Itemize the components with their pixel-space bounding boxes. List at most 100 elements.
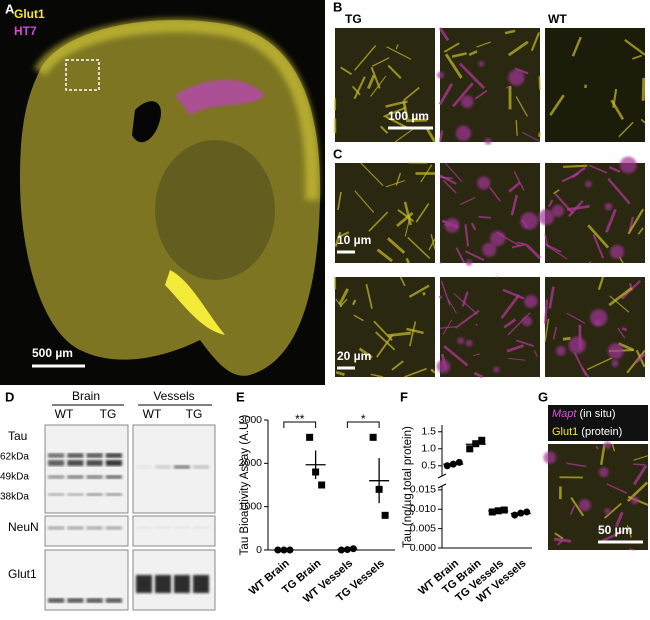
vessel (475, 323, 478, 327)
inset-box (65, 59, 100, 91)
vessel (422, 291, 426, 296)
cell (594, 319, 601, 326)
cell (543, 451, 557, 464)
panel-label: E (236, 389, 245, 404)
cell (493, 366, 500, 373)
vessel (370, 66, 381, 89)
vessel (553, 189, 560, 195)
data-point (318, 481, 326, 489)
y-tick-label: 0.5 (421, 460, 436, 472)
vessel (554, 532, 564, 540)
marker-label: 49kDa (0, 472, 29, 483)
data-point (349, 545, 357, 553)
vessel (474, 89, 488, 100)
vessel (508, 181, 521, 193)
vessel (618, 342, 634, 352)
vessel (597, 276, 605, 290)
y-tick-label: 1.5 (421, 426, 436, 438)
vessel (354, 45, 377, 71)
vessel (570, 496, 585, 517)
cell (490, 230, 506, 247)
data-point (466, 445, 474, 453)
vessel (453, 293, 478, 315)
vessel (510, 194, 519, 216)
vessel (544, 318, 550, 342)
vessel (581, 367, 590, 378)
panel-label: D (5, 389, 14, 404)
band (193, 526, 209, 529)
vessel (530, 32, 541, 52)
band (48, 598, 65, 603)
overlay: 100 µm 10 µm 20 µm 50 µm (337, 109, 643, 544)
vessel (358, 347, 373, 359)
band (48, 475, 65, 479)
y-tick-label: 1.0 (421, 443, 436, 455)
band (136, 465, 152, 469)
vessel (601, 529, 625, 542)
vessel (552, 326, 558, 340)
cell (619, 156, 637, 174)
vessel (406, 327, 424, 335)
vessel (439, 261, 442, 264)
band (155, 526, 171, 529)
cell (585, 180, 592, 188)
cell (460, 95, 474, 109)
significance-label: ** (295, 412, 305, 426)
band (105, 453, 122, 458)
vessel (506, 344, 525, 353)
vessel (443, 42, 460, 53)
micrograph-bg (335, 28, 435, 142)
vessel (588, 164, 608, 174)
vessel (335, 298, 343, 308)
scale-label: 10 µm (337, 233, 371, 247)
vessel (368, 211, 389, 232)
vessel (547, 199, 554, 208)
cell (609, 244, 625, 260)
vessel (338, 288, 349, 306)
cell (436, 359, 451, 374)
vessel (612, 88, 618, 108)
cell (630, 496, 639, 505)
cell (444, 217, 460, 233)
vessel (366, 74, 376, 90)
vessel (515, 339, 535, 348)
vessel (442, 179, 457, 194)
vessel (525, 243, 542, 260)
vessel (439, 176, 453, 180)
cell (465, 259, 473, 266)
vessel (387, 64, 402, 80)
vessel (420, 164, 433, 183)
vessel (502, 288, 525, 300)
y-axis-label: Tau Bioactivity Assay (A.U.) (239, 415, 251, 556)
group-label: Brain (72, 389, 100, 403)
channel-label: HT7 (14, 24, 37, 38)
micrograph-bg (440, 28, 540, 142)
band (105, 526, 122, 530)
significance-label: * (361, 412, 366, 426)
cell (551, 204, 564, 217)
vessel (438, 295, 443, 299)
y-tick-label: 1000 (239, 500, 263, 512)
vessel (548, 286, 555, 309)
vessel (586, 357, 613, 371)
cell (603, 441, 612, 449)
data-point (500, 506, 508, 514)
micrograph-bg (335, 277, 435, 377)
vessel (334, 231, 342, 248)
micrograph (333, 276, 436, 378)
cell (604, 202, 613, 211)
vessel (507, 357, 526, 361)
legend-note: (in situ) (579, 408, 615, 420)
vessel (464, 224, 470, 247)
band (86, 493, 103, 496)
vessel (538, 76, 541, 90)
y-tick-label: 0.015 (410, 484, 436, 496)
band (174, 526, 190, 529)
data-point (511, 511, 519, 519)
band (67, 460, 84, 466)
band (48, 526, 65, 530)
cell (538, 209, 555, 226)
vessel (514, 67, 529, 75)
vessel (395, 44, 399, 50)
panel-label: C (333, 146, 343, 161)
